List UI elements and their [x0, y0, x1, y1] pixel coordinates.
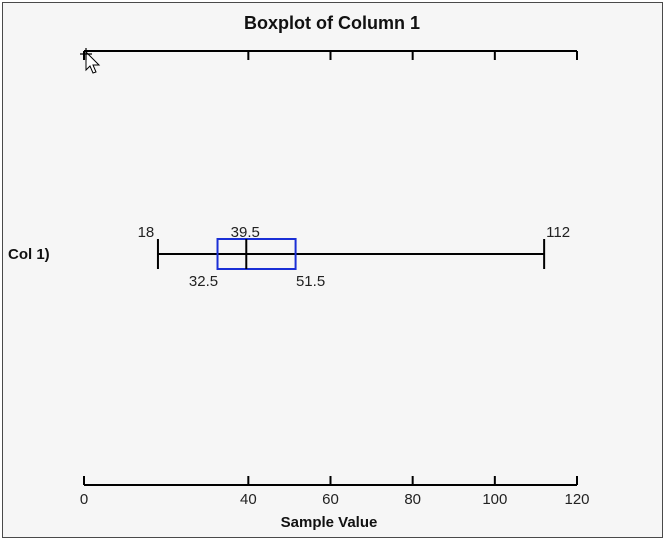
bottom-axis: 0 40 60 80 100 120: [80, 476, 590, 508]
min-label: 18: [138, 224, 155, 241]
bottom-tick-label-40: 40: [240, 491, 257, 508]
max-label: 112: [546, 224, 570, 241]
bottom-tick-label-80: 80: [404, 491, 421, 508]
median-label: 39.5: [231, 224, 260, 241]
bottom-tick-label-120: 120: [564, 491, 589, 508]
bottom-tick-label-0: 0: [80, 491, 88, 508]
category-label: Col 1): [8, 246, 50, 263]
bottom-tick-label-60: 60: [322, 491, 339, 508]
chart-title: Boxplot of Column 1: [244, 13, 420, 33]
x-axis-title: Sample Value: [281, 514, 378, 531]
q3-label: 51.5: [296, 273, 325, 290]
q1-label: 32.5: [189, 273, 218, 290]
mouse-cursor-icon: [80, 48, 101, 74]
boxplot-series: 18 39.5 112 32.5 51.5: [138, 224, 570, 290]
top-axis: [83, 50, 578, 60]
iqr-box: [216, 238, 297, 270]
bottom-tick-label-100: 100: [482, 491, 507, 508]
